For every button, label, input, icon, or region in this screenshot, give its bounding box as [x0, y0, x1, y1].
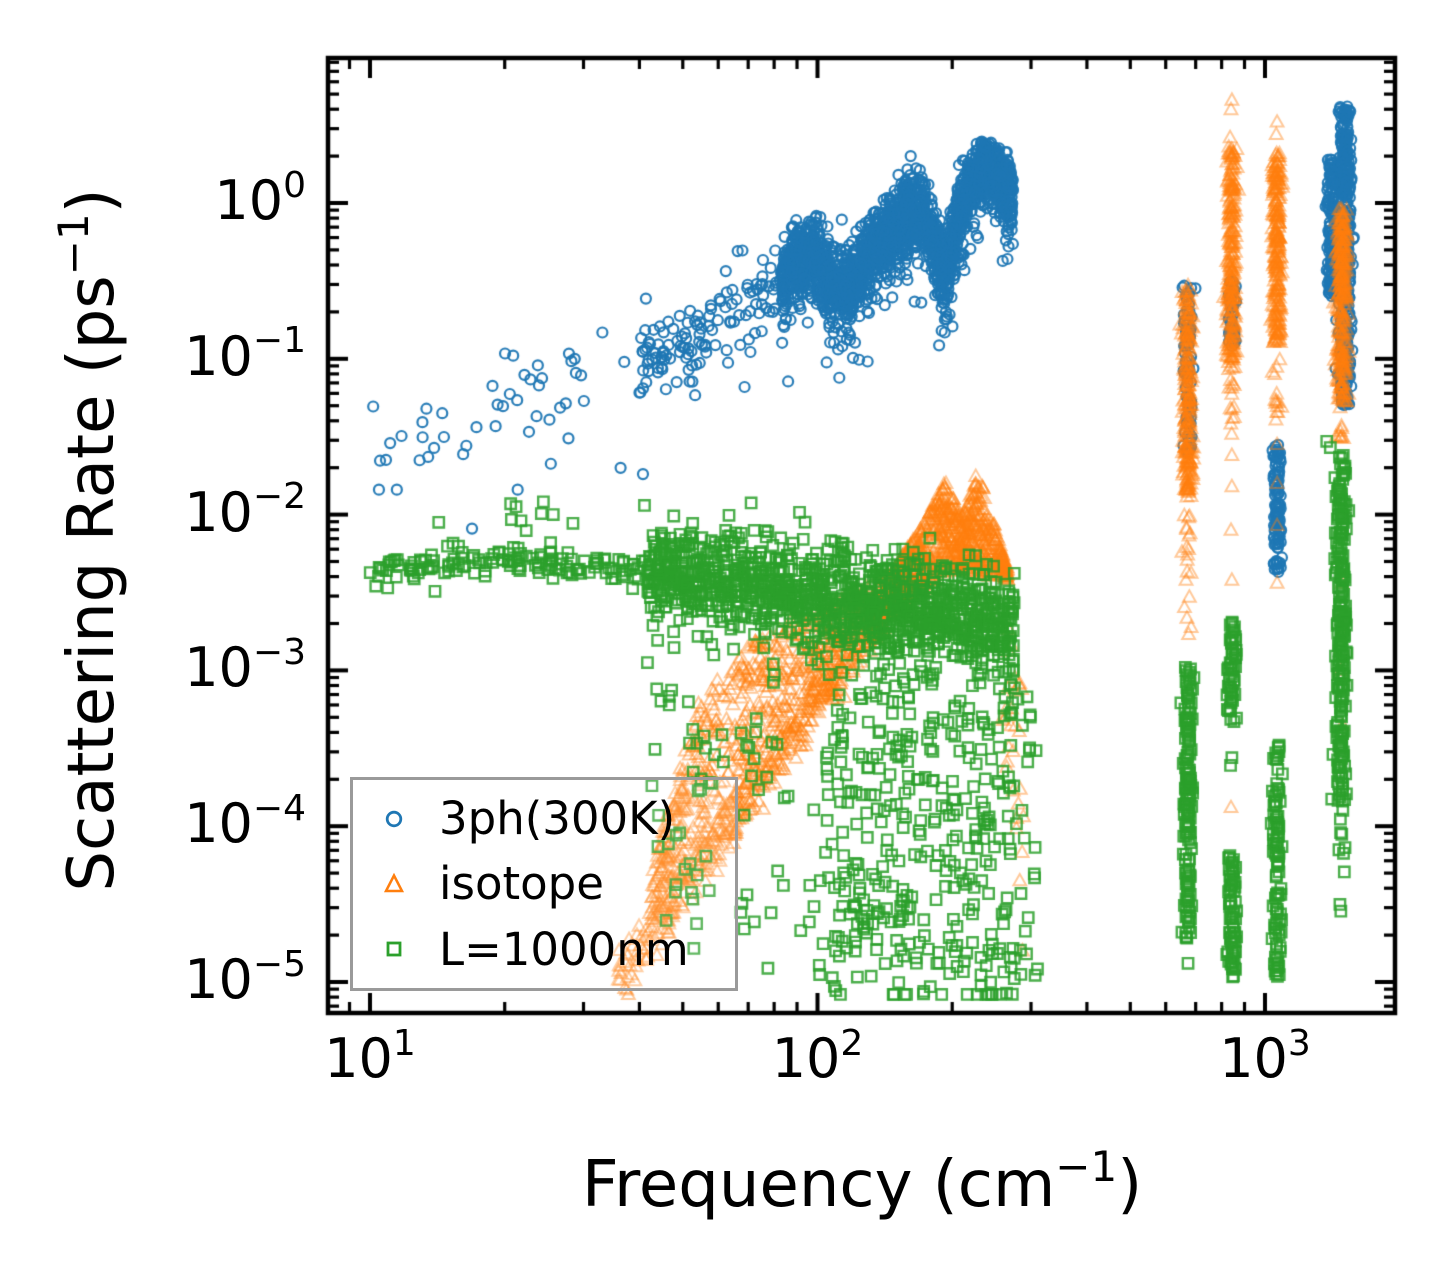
legend-entry-l1000nm: L=1000nm [375, 927, 735, 972]
triangle-marker-icon [383, 872, 405, 893]
y-tick-label: 10−2 [184, 476, 306, 544]
legend-label-isotope: isotope [439, 857, 604, 911]
y-axis-title-text: Scattering Rate (ps [55, 275, 129, 892]
y-axis-title-sup: −1 [48, 213, 98, 276]
x-axis-title-sup: −1 [1055, 1141, 1118, 1191]
square-marker-icon [386, 941, 402, 957]
y-tick-label: 10−5 [184, 943, 306, 1011]
y-axis-title-close: ) [55, 188, 129, 214]
legend-entry-isotope: isotope [375, 861, 735, 906]
legend-label-l1000nm: L=1000nm [439, 922, 689, 976]
y-tick-label: 100 [214, 164, 306, 232]
x-axis-title-text: Frequency (cm [581, 1148, 1056, 1222]
x-tick-label: 102 [771, 1022, 864, 1090]
x-axis-title: Frequency (cm−1) [582, 1145, 1142, 1217]
y-tick-label: 10−1 [184, 320, 306, 388]
circle-marker-icon [385, 810, 403, 827]
y-tick-label: 10−3 [184, 631, 306, 700]
legend: 3ph(300K) isotope L=1000nm [350, 777, 738, 991]
y-tick-label: 10−4 [184, 787, 306, 856]
x-tick-label: 103 [1219, 1022, 1311, 1090]
x-tick-label: 101 [324, 1022, 416, 1090]
legend-entry-3ph: 3ph(300K) [375, 796, 735, 841]
legend-label-3ph: 3ph(300K) [439, 792, 676, 846]
y-axis-title: Scattering Rate (ps−1) [49, 188, 129, 891]
x-axis-title-close: ) [1117, 1148, 1143, 1222]
